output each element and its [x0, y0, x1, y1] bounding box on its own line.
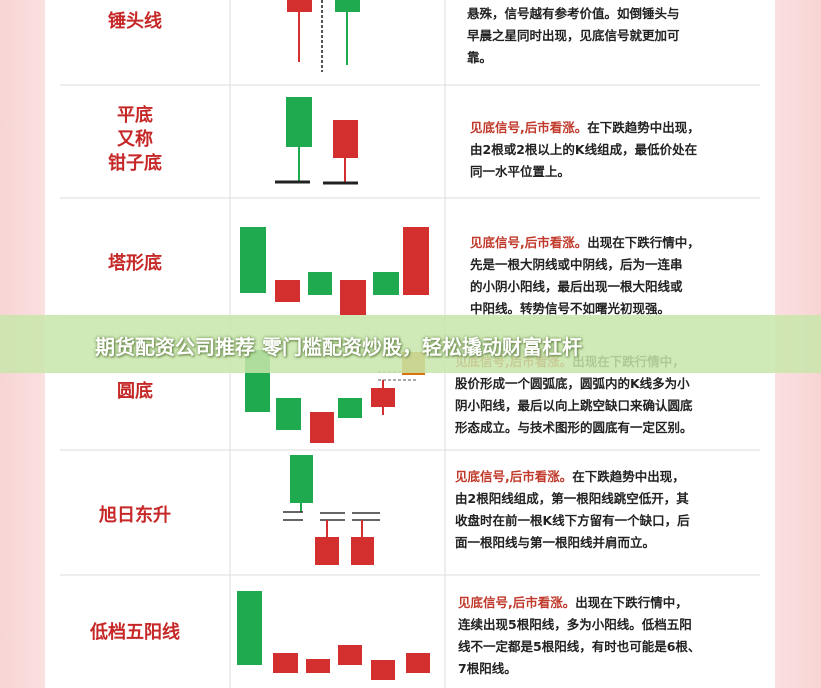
signal-lead: 见底信号,后市看涨。 — [470, 235, 588, 250]
description-line: 同一水平位置上。 — [470, 161, 700, 183]
name-line: 锤头线 — [108, 11, 162, 32]
banner: 期货配资公司推荐 零门槛配资炒股，轻松撬动财富杠杆 — [0, 315, 821, 373]
description-text: 收盘时在前一根K线下方留有一个缺口，后 — [455, 513, 690, 528]
description-text: 在下跌趋势中出现， — [572, 469, 685, 484]
row-name: 低档五阳线 — [55, 621, 215, 645]
row-description: 见底信号,后市看涨。出现在下跌行情中， 先是一根大阴线或中阴线，后为一连串 的小阴小… — [470, 232, 700, 320]
description-line: 形态成立。与技术图形的圆底有一定区别。 — [455, 417, 693, 439]
description-text: 股价形成一个圆弧底，圆弧内的K线多为小 — [455, 376, 690, 391]
name-line: 平底 — [117, 105, 153, 126]
description-line: 面一根阳线与第一根阳线并肩而立。 — [455, 532, 690, 554]
description-text: 悬殊，信号越有参考价值。如倒锤头与 — [467, 6, 680, 21]
description-text: 面一根阳线与第一根阳线并肩而立。 — [455, 535, 656, 550]
description-text: 早晨之星同时出现，见底信号就更加可 — [467, 28, 680, 43]
description-line: 见底信号,后市看涨。出现在下跌行情中， — [470, 232, 700, 254]
description-text: 由2根或2根以上的K线组成，最低价处在 — [470, 142, 698, 157]
row-description: 见底信号,后市看涨。在下跌趋势中出现， 由2根或2根以上的K线组成，最低价处在 同一… — [470, 117, 700, 183]
name-line: 塔形底 — [108, 253, 162, 274]
description-line: 见底信号,后市看涨。在下跌趋势中出现， — [470, 117, 700, 139]
row-name: 平底 又称 钳子底 — [55, 104, 215, 176]
name-line: 低档五阳线 — [90, 622, 180, 643]
name-line: 圆底 — [117, 381, 153, 402]
signal-lead: 见底信号,后市看涨。 — [470, 120, 588, 135]
description-text: 阴小阳线，最后以向上跳空缺口来确认圆底 — [455, 398, 693, 413]
description-text: 7根阳线。 — [458, 661, 517, 676]
signal-lead: 见底信号,后市看涨。 — [455, 469, 573, 484]
description-text: 由2根阳线组成，第一根阳线跳空低开，其 — [455, 491, 689, 506]
description-text: 连续出现5根阳线，多为小阳线。低档五阳 — [458, 617, 692, 632]
description-line: 由2根阳线组成，第一根阳线跳空低开，其 — [455, 488, 690, 510]
name-line: 钳子底 — [108, 153, 162, 174]
description-text: 的小阴小阳线，最后出现一根大阳线或 — [470, 279, 683, 294]
description-text: 中阳线。转势信号不如曙光初现强。 — [470, 301, 671, 316]
description-line: 靠。 — [467, 47, 680, 69]
description-text: 出现在下跌行情中， — [587, 235, 700, 250]
row-name: 塔形底 — [55, 252, 215, 276]
description-line: 早晨之星同时出现，见底信号就更加可 — [467, 25, 680, 47]
description-line: 中阳线。转势信号不如曙光初现强。 — [470, 298, 700, 320]
banner-text: 期货配资公司推荐 零门槛配资炒股，轻松撬动财富杠杆 — [95, 335, 582, 359]
name-line: 又称 — [117, 129, 153, 150]
row-description: 见底信号,后市看涨。出现在下跌行情中， 连续出现5根阳线，多为小阳线。低档五阳 线不… — [458, 592, 700, 680]
name-line: 旭日东升 — [99, 505, 171, 526]
description-text: 靠。 — [467, 50, 493, 65]
description-line: 收盘时在前一根K线下方留有一个缺口，后 — [455, 510, 690, 532]
description-line: 由2根或2根以上的K线组成，最低价处在 — [470, 139, 700, 161]
description-line: 股价形成一个圆弧底，圆弧内的K线多为小 — [455, 373, 693, 395]
description-line: 见底信号,后市看涨。在下跌趋势中出现， — [455, 466, 690, 488]
description-line: 7根阳线。 — [458, 658, 700, 680]
description-text: 同一水平位置上。 — [470, 164, 571, 179]
description-text: 先是一根大阴线或中阴线，后为一连串 — [470, 257, 683, 272]
description-text: 线不一定都是5根阳线，有时也可能是6根、 — [458, 639, 701, 654]
candle-shapes — [237, 0, 430, 680]
description-line: 线不一定都是5根阳线，有时也可能是6根、 — [458, 636, 700, 658]
row-name: 锤头线 — [55, 10, 215, 34]
row-description: 悬殊，信号越有参考价值。如倒锤头与 早晨之星同时出现，见底信号就更加可 靠。 — [467, 3, 680, 69]
row-description: 见底信号,后市看涨。在下跌趋势中出现， 由2根阳线组成，第一根阳线跳空低开，其 收盘… — [455, 466, 690, 554]
description-line: 先是一根大阴线或中阴线，后为一连串 — [470, 254, 700, 276]
description-line: 阴小阳线，最后以向上跳空缺口来确认圆底 — [455, 395, 693, 417]
description-line: 的小阴小阳线，最后出现一根大阳线或 — [470, 276, 700, 298]
description-line: 见底信号,后市看涨。出现在下跌行情中， — [458, 592, 700, 614]
description-text: 出现在下跌行情中， — [575, 595, 688, 610]
description-line: 悬殊，信号越有参考价值。如倒锤头与 — [467, 3, 680, 25]
signal-lead: 见底信号,后市看涨。 — [458, 595, 576, 610]
row-name: 旭日东升 — [55, 504, 215, 528]
description-text: 在下跌趋势中出现， — [587, 120, 700, 135]
row-name: 圆底 — [55, 380, 215, 404]
description-text: 形态成立。与技术图形的圆底有一定区别。 — [455, 420, 693, 435]
description-line: 连续出现5根阳线，多为小阳线。低档五阳 — [458, 614, 700, 636]
